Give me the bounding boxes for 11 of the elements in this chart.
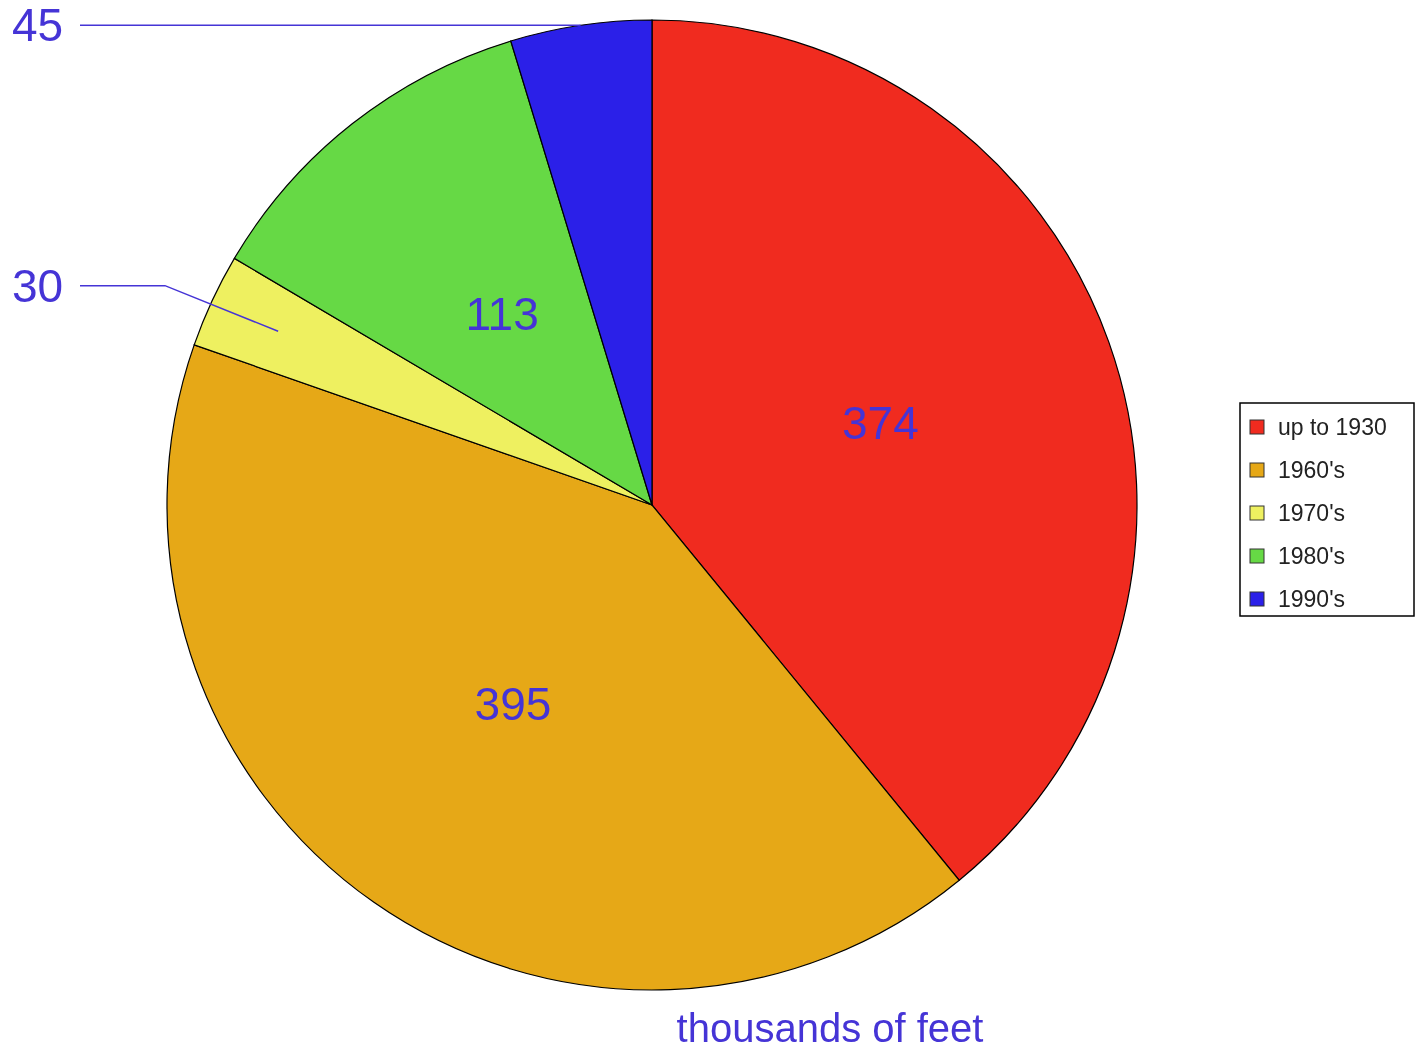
text: thousands of feet: [676, 1006, 984, 1050]
data-label: 30: [12, 259, 64, 312]
legend-label: 1970's: [1278, 500, 1346, 526]
legend-label: 1980's: [1278, 543, 1346, 569]
data-label: 113: [465, 288, 539, 341]
data-label: 395: [474, 677, 552, 730]
legend-label: 1960's: [1278, 457, 1346, 483]
legend-label: up to 1930: [1278, 414, 1387, 440]
data-label: 45: [12, 0, 64, 52]
data-label: 374: [842, 397, 919, 450]
legend-label: 1990's: [1278, 586, 1346, 612]
